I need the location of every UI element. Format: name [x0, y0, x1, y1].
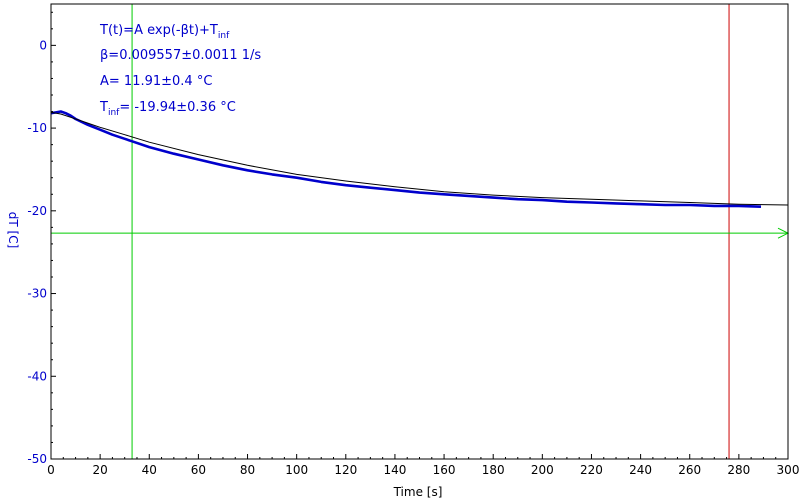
x-tick-label: 100 — [285, 463, 308, 477]
y-tick-label: -40 — [27, 369, 47, 383]
tinf-main: T — [99, 100, 108, 115]
x-tick-label: 40 — [142, 463, 157, 477]
a-annotation: A= 11.91±0.4 °C — [100, 74, 212, 89]
x-tick-label: 280 — [727, 463, 750, 477]
x-tick-label: 60 — [191, 463, 206, 477]
y-tick-label: -50 — [27, 452, 47, 466]
beta-annotation: β=0.009557±0.0011 1/s — [100, 48, 261, 63]
measured-series-line — [50, 110, 762, 208]
formula-main: T(t)=A exp(-βt)+T — [99, 23, 218, 38]
formula-annotation: T(t)=A exp(-βt)+Tinf — [99, 23, 230, 41]
tinf-annotation: Tinf= -19.94±0.36 °C — [99, 100, 236, 118]
y-axis: 0 -10 -20 -30 -40 -50 — [27, 11, 56, 466]
x-tick-label: 240 — [629, 463, 652, 477]
x-tick-label: 0 — [47, 463, 55, 477]
x-tick-label: 200 — [531, 463, 554, 477]
tinf-value: = -19.94±0.36 °C — [119, 100, 235, 115]
y-tick-label: 0 — [39, 38, 47, 52]
x-tick-label: 160 — [433, 463, 456, 477]
x-axis: 0 20 40 60 80 100 120 140 160 180 200 220 240 260 280 3… — [47, 454, 799, 477]
y-axis-label: dT [C] — [6, 212, 20, 249]
y-tick-label: -30 — [27, 287, 47, 301]
formula-subscript: inf — [218, 31, 230, 41]
x-tick-label: 20 — [92, 463, 107, 477]
x-tick-label: 140 — [383, 463, 406, 477]
x-tick-label: 300 — [777, 463, 800, 477]
x-tick-label: 80 — [240, 463, 255, 477]
y-tick-label: -10 — [27, 121, 47, 135]
x-tick-label: 260 — [678, 463, 701, 477]
markers-layer — [51, 4, 790, 459]
x-tick-label: 180 — [482, 463, 505, 477]
x-tick-label: 220 — [580, 463, 603, 477]
x-axis-label: Time [s] — [393, 485, 443, 499]
series-layer — [50, 110, 789, 208]
fit-series-line — [50, 111, 789, 206]
plot-frame — [50, 3, 789, 460]
tinf-subscript: inf — [108, 108, 120, 118]
x-tick-label: 120 — [334, 463, 357, 477]
y-tick-label: -20 — [27, 204, 47, 218]
